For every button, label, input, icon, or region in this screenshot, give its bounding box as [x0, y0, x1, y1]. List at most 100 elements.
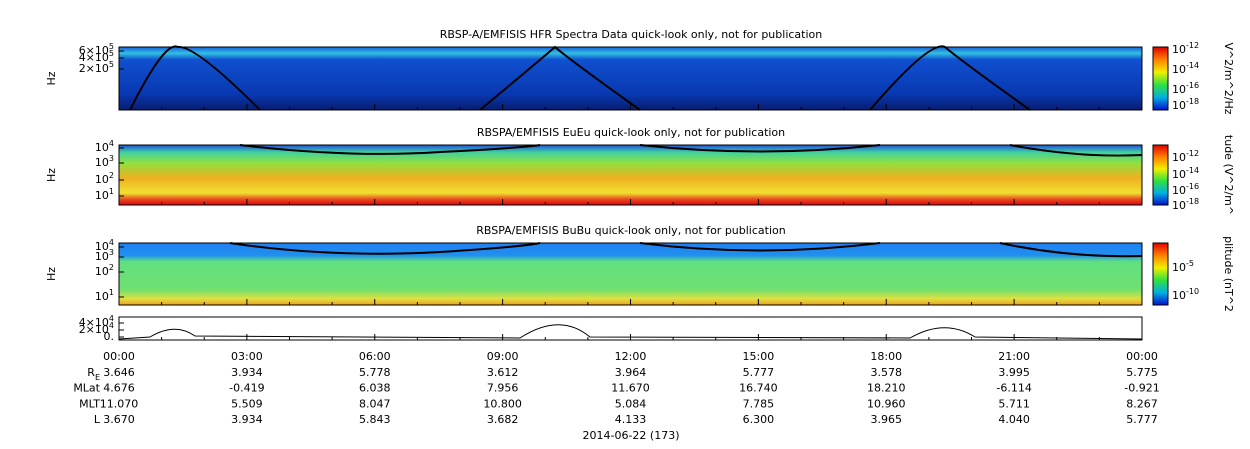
ephemeris-label-sub: E — [95, 373, 100, 382]
colorbar-tick-label-exp: -16 — [1186, 182, 1199, 191]
colorbar-tick-label: 10-10 — [1172, 287, 1199, 302]
ephemeris-value: 8.267 — [1126, 397, 1158, 410]
y-tick-label: 103 — [95, 248, 114, 263]
colorbar-tick-label-base: 10 — [1172, 83, 1186, 96]
colorbar-tick-label-base: 10 — [1172, 184, 1186, 197]
ephemeris-label-base: MLT — [79, 397, 100, 410]
panel-title: RBSP-A/EMFISIS HFR Spectra Data quick-lo… — [440, 28, 823, 41]
y-tick-label-exp: 4 — [109, 238, 114, 247]
ephemeris-value: -6.114 — [996, 382, 1031, 395]
y-tick-label-exp: 1 — [109, 187, 114, 196]
x-tick-label: 21:00 — [998, 350, 1030, 363]
y-tick-label-exp: 2 — [109, 263, 114, 272]
ephemeris-value: 6.038 — [359, 382, 391, 395]
y-tick-label-base: 10 — [95, 189, 109, 202]
date-label: 2014-06-22 (173) — [582, 429, 679, 442]
spectrogram — [119, 145, 1142, 205]
colorbar-tick-label: 10-18 — [1172, 97, 1199, 112]
colorbar-tick-label: 10-14 — [1172, 166, 1199, 181]
y-tick-label-base: 10 — [95, 141, 109, 154]
colorbar — [1152, 144, 1169, 206]
colorbar-tick-label-base: 10 — [1172, 261, 1186, 274]
orbit-curve — [479, 45, 641, 111]
ephemeris-value: 4.676 — [103, 382, 135, 395]
ephemeris-value: 3.670 — [103, 413, 135, 426]
y-tick-label-exp: 3 — [109, 248, 114, 257]
orbit-curve — [869, 45, 1031, 111]
ephemeris-label: RE — [87, 366, 100, 382]
x-tick-label: 00:00 — [1126, 350, 1158, 363]
y-tick-label-exp: 5 — [109, 49, 114, 58]
colorbar-tick-label-base: 10 — [1172, 289, 1186, 302]
y-tick-label-base: 2×10 — [79, 62, 109, 75]
y-tick-label: 104 — [95, 139, 114, 154]
panel-title: RBSPA/EMFISIS BuBu quick-look only, not … — [476, 224, 786, 237]
colorbar-tick-label-base: 10 — [1172, 151, 1186, 164]
colorbar-tick-label-base: 10 — [1172, 168, 1186, 181]
ephemeris-label: MLat — [73, 382, 100, 395]
ephemeris-value: 11.070 — [100, 397, 139, 410]
ephemeris-label: MLT — [79, 397, 100, 410]
x-tick-label: 09:00 — [487, 350, 519, 363]
colorbar-tick-label: 10-12 — [1172, 41, 1199, 56]
y-tick-label: 6×105 — [79, 42, 114, 57]
y-tick-label: 4×105 — [79, 49, 114, 64]
ephemeris-value: 5.778 — [359, 366, 391, 379]
ephemeris-label-base: R — [87, 366, 95, 379]
colorbar-tick-label-exp: -18 — [1186, 197, 1199, 206]
y-tick-label-base: 0. — [104, 330, 115, 343]
ephemeris-value: 5.777 — [743, 366, 775, 379]
ephemeris-value: 5.509 — [231, 397, 263, 410]
panel-title: RBSPA/EMFISIS EuEu quick-look only, not … — [477, 126, 785, 139]
y-axis-label: Hz — [45, 267, 58, 281]
ephemeris-value: 7.785 — [743, 397, 775, 410]
ephemeris-value: 10.960 — [867, 397, 906, 410]
colorbar-tick-label-exp: -14 — [1186, 166, 1199, 175]
colorbar-tick-label-exp: -14 — [1186, 61, 1199, 70]
colorbar-tick-label-exp: -18 — [1186, 97, 1199, 106]
ephemeris-value: 3.934 — [231, 413, 263, 426]
spectrogram — [119, 243, 1142, 305]
colorbar-tick-label: 10-5 — [1172, 259, 1194, 274]
y-tick-label: 4×104 — [79, 314, 114, 329]
y-tick-label: 101 — [95, 288, 114, 303]
colorbar — [1152, 242, 1169, 306]
colorbar-tick-label-exp: -5 — [1186, 259, 1194, 268]
colorbar-tick-label-exp: -12 — [1186, 149, 1199, 158]
colorbar-tick-label: 10-14 — [1172, 61, 1199, 76]
ephemeris-value: 5.775 — [1126, 366, 1158, 379]
y-tick-label-base: 10 — [95, 156, 109, 169]
ephemeris-value: 3.965 — [871, 413, 903, 426]
colorbar — [1152, 46, 1169, 111]
orbit-curve — [239, 144, 1143, 157]
ephemeris-value: 4.133 — [615, 413, 647, 426]
colorbar-tick-label-exp: -16 — [1186, 81, 1199, 90]
colorbar-tick-label: 10-16 — [1172, 182, 1199, 197]
colorbar-tick-label-base: 10 — [1172, 43, 1186, 56]
ephemeris-label-base: MLat — [73, 382, 100, 395]
y-tick-label: 101 — [95, 187, 114, 202]
ephemeris-value: 4.040 — [998, 413, 1030, 426]
ephemeris-value: 3.646 — [103, 366, 135, 379]
y-tick-label-exp: 4 — [109, 139, 114, 148]
ephemeris-label-base: L — [94, 413, 101, 426]
y-tick-label-base: 4×10 — [79, 316, 109, 329]
y-tick-label-base: 10 — [95, 265, 109, 278]
ephemeris-value: 11.670 — [611, 382, 650, 395]
ephemeris-value: 18.210 — [867, 382, 906, 395]
colorbar-tick-label-exp: -10 — [1186, 287, 1199, 296]
y-tick-label: 102 — [95, 171, 114, 186]
ephemeris-value: 3.682 — [487, 413, 519, 426]
y-tick-label-base: 10 — [95, 250, 109, 263]
y-axis-label: Hz — [45, 71, 58, 85]
ephemeris-value: 3.578 — [871, 366, 903, 379]
ephemeris-value: 3.964 — [615, 366, 647, 379]
ephemeris-value: -0.921 — [1124, 382, 1159, 395]
x-tick-label: 06:00 — [359, 350, 391, 363]
ephemeris-value: 6.300 — [743, 413, 775, 426]
y-tick-label-exp: 2 — [109, 171, 114, 180]
ephemeris-value: 3.934 — [231, 366, 263, 379]
x-tick-label: 12:00 — [615, 350, 647, 363]
x-tick-label: 18:00 — [870, 350, 902, 363]
